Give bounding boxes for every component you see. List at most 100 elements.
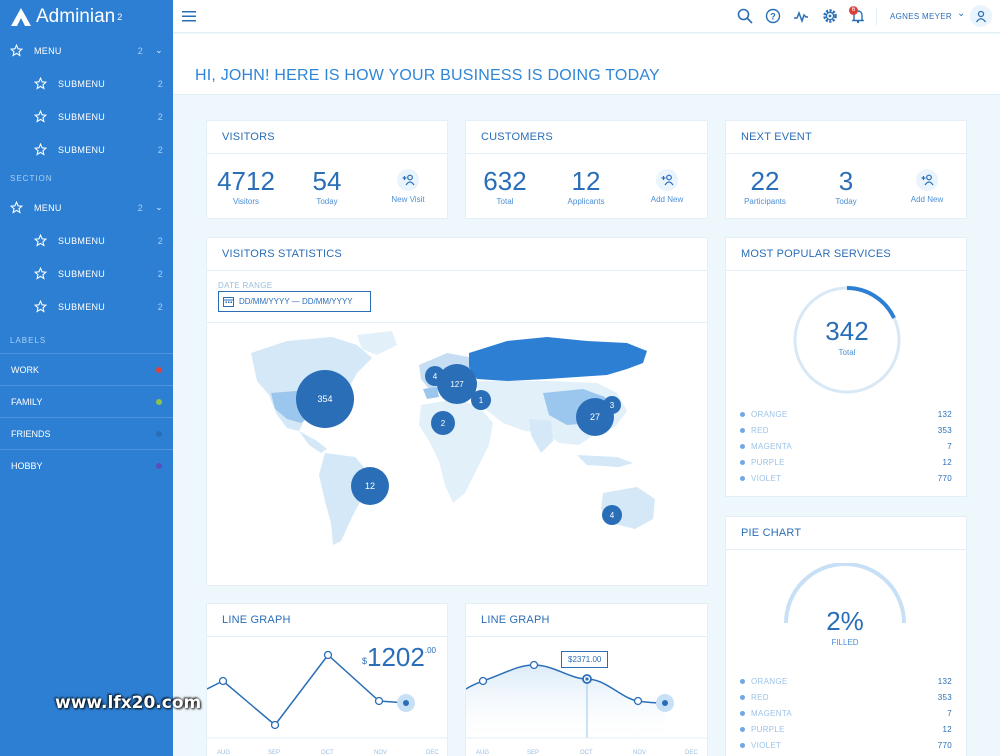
stat-value: 54	[312, 166, 342, 196]
month-labels: AUG SEP OCT NOV DEC	[466, 750, 707, 756]
logo-icon	[11, 8, 31, 26]
month-label: AUG	[476, 750, 490, 756]
services-donut	[793, 286, 901, 394]
legend-dot	[740, 443, 745, 449]
legend-row: MAGENTA 7	[740, 705, 952, 721]
legend-label: PURPLE	[751, 724, 785, 734]
card-title: VISITORS STATISTICS	[207, 238, 707, 271]
stat-label: Participants	[744, 197, 786, 206]
topbar-divider	[876, 8, 877, 25]
sidebar-menu-label: MENU	[34, 202, 62, 213]
map-region-greenland	[357, 331, 397, 355]
next-event-participants-stat: 22 Participants	[734, 166, 796, 206]
avatar[interactable]	[970, 5, 992, 27]
user-name[interactable]: AGNES MEYER	[890, 12, 952, 21]
date-range-input[interactable]: DD/MM/YYYY — DD/MM/YYYY	[218, 291, 371, 312]
add-event-button[interactable]: Add New	[901, 169, 953, 204]
button-label: Add New	[910, 195, 944, 204]
date-range-value: DD/MM/YYYY — DD/MM/YYYY	[239, 297, 353, 306]
sidebar-menu-count: 2	[137, 202, 143, 213]
sidebar-submenu-3[interactable]: SUBMENU 2	[0, 133, 173, 166]
line-graph-card-2: LINE GRAPH $2371.00 AUG SEP OCT NOV DEC	[465, 603, 709, 756]
sidebar-submenu-5[interactable]: SUBMENU 2	[0, 257, 173, 290]
marker-value: 4	[432, 371, 438, 381]
legend-dot	[740, 694, 745, 700]
sidebar-menu-count: 2	[137, 45, 143, 56]
line-graph-2-plot	[466, 660, 709, 739]
map-marker-africa[interactable]: 2	[431, 411, 455, 435]
sidebar-submenu-label: SUBMENU	[58, 78, 106, 89]
map-marker-europe[interactable]: 127	[437, 364, 477, 404]
marker-value: 4	[609, 510, 615, 520]
visitors-total-stat: 4712 Visitors	[211, 166, 281, 206]
card-divider	[207, 322, 707, 323]
sidebar-submenu-label: SUBMENU	[58, 144, 106, 155]
search-icon[interactable]	[737, 8, 753, 24]
pie-value-label: FILLED	[831, 638, 859, 647]
legend-label: PURPLE	[751, 457, 785, 467]
map-marker-east-europe[interactable]: 1	[471, 390, 491, 410]
map-marker-east-asia[interactable]: 3	[603, 396, 621, 414]
amount-value: 1202	[367, 642, 425, 672]
map-region-africa	[419, 399, 493, 503]
legend-dot	[740, 475, 745, 481]
line-graph-card-1: LINE GRAPH $1202.00 AUG SEP OCT NOV DEC	[206, 603, 449, 756]
sidebar-menu-1[interactable]: MENU 2 ⌄	[0, 34, 173, 67]
map-marker-north-america[interactable]: 354	[296, 370, 354, 428]
sidebar-label-friends[interactable]: FRIENDS	[0, 417, 173, 449]
sidebar-label-work[interactable]: WORK	[0, 353, 173, 385]
sidebar-submenu-6[interactable]: SUBMENU 2	[0, 290, 173, 323]
label-color-dot	[156, 462, 162, 469]
new-visit-button[interactable]: New Visit	[382, 169, 434, 204]
pie-chart-card: PIE CHART 2% FILLED ORANGE 132 RED 353 MAG…	[725, 516, 967, 756]
label-text: FAMILY	[11, 396, 43, 407]
stat-value: 4712	[217, 166, 275, 196]
sidebar-submenu-2[interactable]: SUBMENU 2	[0, 100, 173, 133]
sidebar-submenu-4[interactable]: SUBMENU 2	[0, 224, 173, 257]
sidebar-submenu-1[interactable]: SUBMENU 2	[0, 67, 173, 100]
legend-value: 770	[937, 473, 952, 483]
legend-label: ORANGE	[751, 409, 788, 419]
legend-row: RED 353	[740, 689, 952, 705]
add-customer-button[interactable]: Add New	[641, 169, 693, 204]
settings-icon[interactable]	[822, 8, 838, 24]
date-range-label: DATE RANGE	[218, 281, 273, 290]
activity-icon[interactable]	[793, 8, 809, 24]
help-icon[interactable]: ?	[765, 8, 781, 24]
map-marker-australia[interactable]: 4	[602, 505, 622, 525]
add-user-icon	[916, 169, 938, 191]
legend-value: 353	[937, 425, 952, 435]
legend-value: 132	[937, 676, 952, 686]
chart-tooltip: $2371.00	[561, 651, 609, 668]
legend-label: MAGENTA	[751, 708, 793, 718]
svg-text:?: ?	[770, 12, 776, 22]
label-color-dot	[156, 430, 162, 437]
app-logo[interactable]: Adminian 2	[0, 0, 173, 34]
chevron-down-icon[interactable]: ⌄	[957, 8, 966, 19]
visitors-today-stat: 54 Today	[299, 166, 355, 206]
map-region-russia	[469, 337, 647, 381]
sidebar-submenu-label: SUBMENU	[58, 235, 106, 246]
map-marker-south-america[interactable]: 12	[351, 467, 389, 505]
services-total: 342	[825, 316, 869, 346]
sidebar-label-family[interactable]: FAMILY	[0, 385, 173, 417]
month-label: DEC	[426, 750, 439, 756]
sidebar-submenu-label: SUBMENU	[58, 111, 106, 122]
sidebar-label-hobby[interactable]: HOBBY	[0, 449, 173, 481]
card-title: LINE GRAPH	[207, 604, 447, 637]
legend-label: VIOLET	[751, 473, 782, 483]
star-icon	[10, 201, 23, 214]
legend-dot	[740, 710, 745, 716]
card-title: LINE GRAPH	[466, 604, 707, 637]
sidebar-menu-2[interactable]: MENU 2 ⌄	[0, 191, 173, 224]
legend-row: ORANGE 132	[740, 673, 952, 689]
legend-row: VIOLET 770	[740, 470, 952, 486]
legend-row: RED 353	[740, 422, 952, 438]
hamburger-menu-icon[interactable]	[182, 11, 196, 22]
stat-label: Today	[835, 197, 857, 206]
stat-value: 632	[483, 166, 527, 196]
calendar-icon	[223, 297, 234, 307]
legend-label: ORANGE	[751, 676, 788, 686]
star-icon	[34, 77, 47, 90]
legend-dot	[740, 726, 745, 732]
